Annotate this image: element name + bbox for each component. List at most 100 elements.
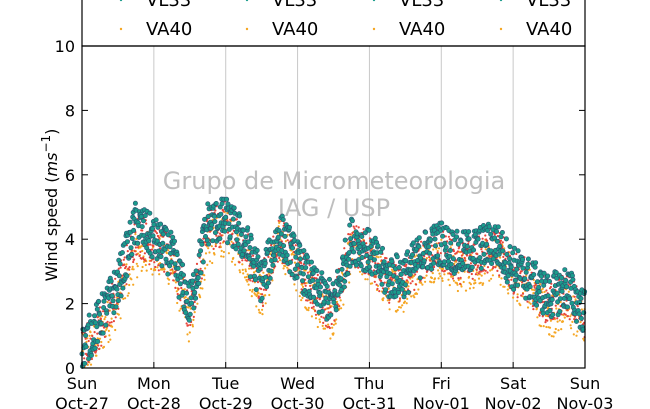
- data-point-vl33: [469, 262, 472, 265]
- data-point-vl33: [494, 238, 500, 244]
- data-point-vl33: [342, 278, 348, 284]
- data-point-vl33: [547, 307, 553, 313]
- data-point-vl33: [154, 265, 157, 269]
- data-point-vl33: [294, 274, 300, 280]
- data-point-vl33: [559, 288, 565, 294]
- data-point-vl33: [428, 266, 434, 272]
- data-point-vl33: [562, 267, 568, 273]
- data-point-vl33: [573, 318, 579, 324]
- data-point-vl33: [541, 315, 544, 318]
- data-point-va40: [452, 279, 455, 282]
- data-point-vl33: [476, 253, 479, 256]
- data-point-va40: [247, 283, 250, 286]
- x-tick-label-day: Fri: [432, 374, 451, 393]
- data-point-vl33: [222, 228, 228, 234]
- data-point-vl33: [257, 266, 263, 272]
- data-point-vl33: [173, 270, 177, 273]
- data-point-va40: [340, 271, 344, 274]
- data-point-vl33: [448, 261, 454, 267]
- data-point-va40: [336, 300, 339, 303]
- data-point-vl33: [226, 221, 232, 227]
- data-point-vl33: [294, 244, 297, 247]
- x-tick-label-day: Wed: [280, 374, 315, 393]
- data-point-va40: [399, 306, 402, 309]
- data-point-vl33: [150, 259, 153, 262]
- data-point-vl33: [109, 293, 115, 299]
- data-point-va40: [136, 265, 139, 268]
- data-point-va40: [548, 326, 552, 329]
- data-point-vl33: [347, 263, 353, 269]
- data-point-vl33: [187, 311, 193, 317]
- data-point-vl33: [420, 240, 423, 243]
- data-point-vl33: [493, 229, 499, 235]
- data-point-va40: [549, 319, 553, 322]
- data-point-va40: [140, 269, 143, 272]
- data-point-va40: [460, 285, 463, 288]
- data-point-vl33: [215, 234, 218, 237]
- data-point-va40: [361, 273, 364, 276]
- data-point-va40: [321, 324, 324, 327]
- data-point-va40: [437, 277, 440, 280]
- data-point-va40: [204, 252, 208, 255]
- data-point-va40: [472, 286, 475, 289]
- data-point-va40: [541, 291, 544, 294]
- data-point-vl33: [319, 308, 325, 314]
- data-point-va40: [307, 309, 310, 312]
- data-point-vl33: [150, 233, 156, 239]
- data-point-vl33: [286, 239, 289, 242]
- data-point-vl33: [308, 259, 314, 265]
- data-point-va40: [141, 249, 144, 253]
- data-point-vl33: [126, 250, 129, 253]
- data-point-vl33: [448, 240, 454, 246]
- data-point-va40: [128, 283, 131, 287]
- data-point-vl33: [398, 271, 404, 277]
- data-point-vl33: [199, 267, 202, 270]
- legend-marker: [499, 0, 503, 2]
- x-axis: SunOct-27MonOct-28TueOct-29WedOct-30ThuO…: [55, 362, 613, 409]
- data-point-vl33: [405, 289, 411, 295]
- data-point-vl33: [92, 313, 98, 319]
- data-point-vl33: [183, 310, 189, 316]
- data-point-vl33: [110, 321, 113, 324]
- data-point-vl33: [257, 295, 260, 298]
- data-point-va40: [559, 300, 562, 304]
- data-point-va40: [88, 334, 91, 337]
- data-point-vl33: [100, 330, 106, 336]
- data-point-vl33: [300, 262, 303, 265]
- legend-entry: VL33: [526, 0, 571, 11]
- data-point-va40: [480, 274, 483, 277]
- data-point-va40: [89, 363, 93, 366]
- data-point-vl33: [399, 286, 405, 292]
- x-tick-label-date: Oct-27: [55, 394, 109, 409]
- data-point-va40: [125, 263, 128, 266]
- data-point-vl33: [365, 259, 371, 265]
- data-point-va40: [131, 265, 134, 268]
- data-point-vl33: [450, 273, 453, 276]
- data-point-va40: [261, 313, 264, 316]
- data-point-vl33: [430, 244, 433, 247]
- data-point-vl33: [459, 276, 462, 279]
- data-point-vl33: [394, 254, 400, 260]
- data-point-vl33: [540, 310, 546, 316]
- data-point-vl33: [208, 230, 212, 233]
- data-point-vl33: [176, 292, 179, 296]
- data-point-va40: [575, 334, 578, 337]
- data-point-vl33: [443, 244, 449, 250]
- data-point-va40: [558, 319, 561, 322]
- data-point-vl33: [108, 321, 111, 324]
- data-point-va40: [267, 272, 270, 275]
- data-point-vl33: [373, 280, 376, 283]
- data-point-va40: [268, 293, 271, 297]
- data-point-vl33: [314, 313, 318, 316]
- data-point-vl33: [564, 313, 567, 316]
- data-point-vl33: [560, 313, 563, 316]
- data-point-vl33: [541, 282, 547, 288]
- data-point-va40: [158, 273, 161, 276]
- data-point-va40: [307, 306, 310, 309]
- data-point-vl33: [414, 257, 420, 263]
- data-point-va40: [300, 299, 303, 302]
- data-point-va40: [433, 280, 436, 283]
- data-point-va40: [122, 297, 125, 300]
- data-point-vl33: [139, 224, 145, 230]
- data-point-va40: [432, 248, 435, 251]
